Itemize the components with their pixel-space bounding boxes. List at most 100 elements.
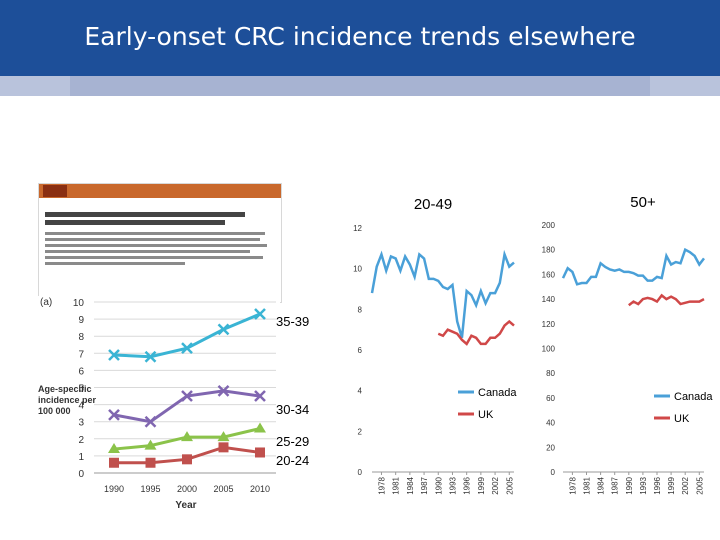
data-point	[144, 439, 157, 450]
legend-label: UK	[478, 409, 494, 421]
header-accent-band	[70, 76, 650, 96]
x-tick-label: 2005	[505, 476, 514, 494]
x-tick-label: 1996	[463, 476, 472, 494]
australia-chart: (a) Age-specific incidence per 100 000 Y…	[38, 296, 309, 514]
y-tick-label: 60	[546, 394, 555, 403]
y-tick-label: 8	[78, 332, 84, 343]
y-tick-label: 5	[78, 384, 84, 395]
australia-x-axis-label: Year	[175, 500, 196, 511]
article-thumbnail	[38, 183, 282, 303]
australia-grid: 0 1 2 3 4 5 6 7 8 9 10 1990 1995 2000 2005 2010	[73, 298, 276, 494]
x-tick-label: 1993	[639, 476, 648, 494]
x-tick-label: 1999	[477, 476, 486, 494]
data-point	[217, 385, 230, 397]
legend-label: UK	[674, 413, 690, 425]
panel-label: (a)	[40, 297, 52, 308]
article-text-line	[45, 256, 263, 259]
series-label: 25-29	[276, 434, 309, 449]
y-tick-label: 0	[551, 468, 556, 477]
x-tick-label: 1999	[667, 476, 676, 494]
slide-title: Early-onset CRC incidence trends elsewhe…	[84, 22, 636, 51]
article-text-line	[45, 238, 260, 241]
chart-20-49-legend: Canada UK	[458, 387, 517, 421]
y-tick-label: 200	[542, 221, 556, 230]
chart-20-49: 20-49 0 2 4 6 8 10 12 1978 1981 1984 1987 1990 1993 1…	[353, 196, 517, 495]
legend-label: Canada	[674, 391, 713, 403]
y-tick-label: 2	[78, 435, 84, 446]
journal-banner	[39, 184, 281, 198]
x-tick-label: 1993	[448, 476, 457, 494]
data-point	[254, 390, 266, 402]
x-tick-label: 1984	[597, 476, 606, 494]
x-tick-label: 2005	[213, 484, 233, 494]
x-tick-label: 2005	[695, 476, 704, 494]
chart-20-49-axes: 0 2 4 6 8 10 12 1978 1981 1984 1987 1990 1993 1996 199…	[353, 224, 514, 495]
data-point	[182, 454, 192, 465]
data-point	[218, 442, 229, 453]
article-title-line	[45, 212, 245, 217]
x-tick-label: 1981	[392, 476, 401, 494]
y-tick-label: 4	[78, 401, 84, 412]
y-tick-label: 20	[546, 443, 555, 452]
x-tick-label: 1978	[568, 476, 577, 494]
y-tick-label: 6	[358, 346, 363, 355]
article-text-line	[45, 232, 265, 235]
x-tick-label: 1981	[583, 476, 592, 494]
series-label: 20-24	[276, 453, 309, 468]
chart-20-49-series	[370, 249, 515, 346]
y-tick-label: 4	[358, 387, 363, 396]
y-tick-label: 8	[358, 305, 363, 314]
data-point	[254, 422, 266, 433]
y-tick-label: 7	[78, 349, 84, 360]
slide-header	[0, 0, 720, 76]
y-tick-label: 40	[546, 419, 555, 428]
data-point	[217, 431, 230, 442]
y-tick-label: 140	[542, 295, 556, 304]
y-tick-label: 0	[78, 469, 84, 480]
x-tick-label: 2002	[491, 476, 500, 494]
y-tick-label: 9	[78, 315, 84, 326]
series-label: 30-34	[276, 402, 309, 417]
x-tick-label: 1996	[653, 476, 662, 494]
data-point	[217, 323, 230, 336]
x-tick-label: 1995	[140, 484, 160, 494]
article-text-line	[45, 244, 267, 247]
series-line	[437, 319, 515, 346]
legend-label: Canada	[478, 387, 517, 399]
x-tick-label: 2010	[250, 484, 270, 494]
x-tick-label: 1978	[377, 476, 386, 494]
y-tick-label: 120	[542, 320, 556, 329]
y-tick-label: 100	[542, 345, 556, 354]
data-point	[255, 447, 265, 458]
chart-50-plus-axes: 0 20 40 60 80 100 120 140 160 180 200 1978 1981 1984 1…	[542, 221, 705, 495]
x-tick-label: 1987	[420, 476, 429, 494]
data-point	[108, 349, 120, 361]
journal-logo	[43, 185, 67, 197]
data-point	[108, 408, 120, 421]
chart-20-49-title: 20-49	[414, 196, 452, 213]
chart-50-plus-title: 50+	[630, 194, 656, 211]
x-tick-label: 1987	[611, 476, 620, 494]
y-axis-label-line: 100 000	[38, 406, 71, 416]
article-text-line	[45, 262, 185, 265]
series-line	[370, 249, 515, 339]
article-text-line	[45, 250, 250, 253]
australia-series: 35-39 30-34 25-29 20-24	[108, 308, 309, 468]
x-tick-label: 1990	[625, 476, 634, 494]
x-tick-label: 1984	[406, 476, 415, 494]
article-title-line	[45, 220, 225, 225]
y-tick-label: 10	[73, 298, 85, 309]
y-tick-label: 1	[78, 452, 84, 463]
y-tick-label: 0	[358, 468, 363, 477]
series-line	[561, 247, 705, 286]
y-axis-label-line: incidence per	[38, 395, 97, 405]
chart-50-plus-series	[561, 247, 705, 307]
x-tick-label: 1990	[434, 476, 443, 494]
x-tick-label: 2000	[177, 484, 197, 494]
data-point	[109, 457, 119, 468]
y-axis-label-line: Age-specific	[38, 384, 92, 394]
data-point	[144, 350, 157, 363]
data-point	[144, 415, 157, 428]
y-tick-label: 2	[358, 427, 363, 436]
